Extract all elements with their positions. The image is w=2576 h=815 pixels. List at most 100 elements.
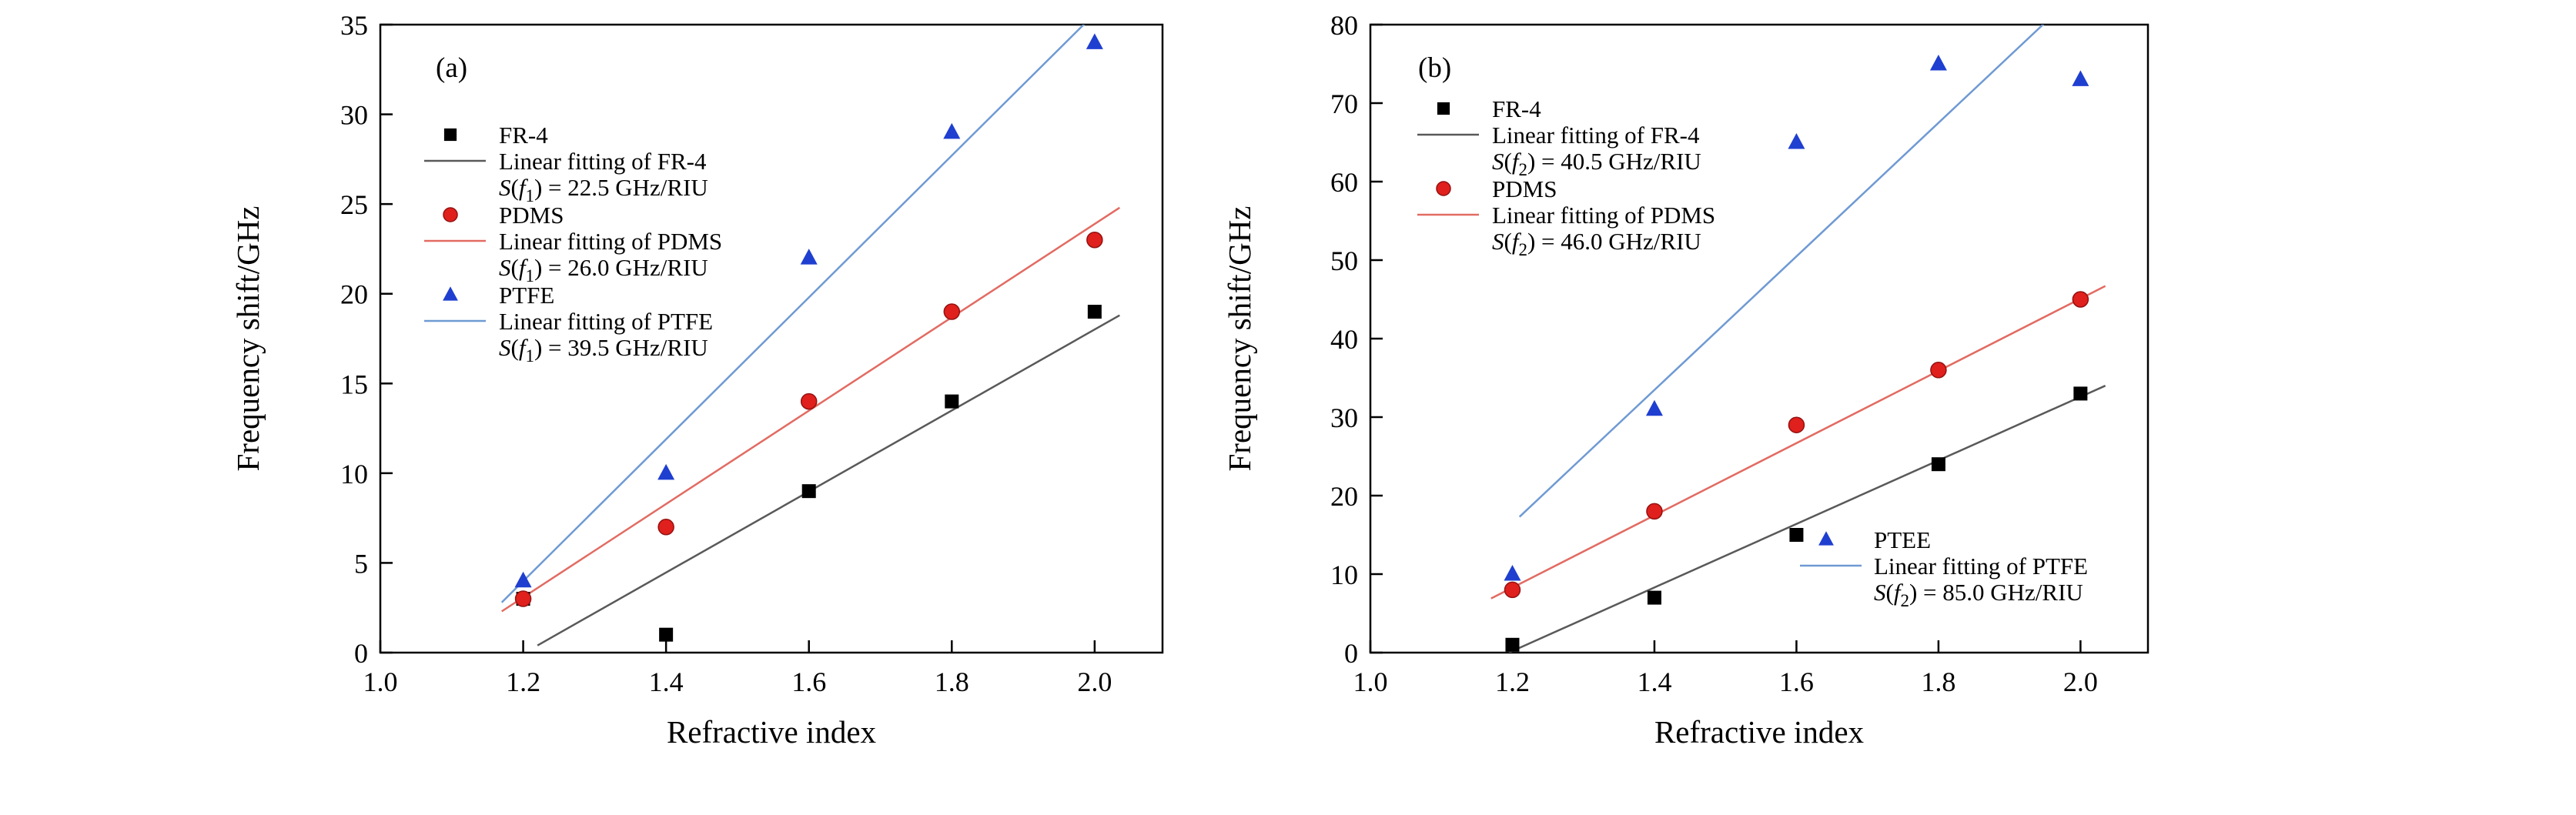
- ptfe-point: [1929, 55, 1947, 71]
- y-tick-label: 35: [340, 10, 368, 41]
- legend-series-name: FR-4: [1492, 95, 1541, 122]
- legend-fit-label: Linear fitting of PDMS: [499, 228, 722, 255]
- legend-fit-label: Linear fitting of FR-4: [1492, 122, 1700, 149]
- plot-frame: [379, 23, 1164, 654]
- chart-panel-b: 1.0 1.2 1.4 1.6 1.8 2.0 0 10 20 30 40 50 60 70 80 Refra…: [1222, 10, 2149, 750]
- ptfe-point: [514, 571, 532, 588]
- y-tick-label: 80: [1330, 10, 1358, 41]
- fit-line-pdms: [1490, 285, 2106, 600]
- pdms-point: [943, 303, 961, 320]
- fr-4-point: [1789, 528, 1804, 542]
- pdms-point: [1504, 581, 1521, 599]
- x-tick-label: 1.2: [1495, 666, 1530, 697]
- x-axis-title: Refractive index: [667, 714, 876, 750]
- pdms-point: [1086, 232, 1103, 249]
- x-tick-label: 1.4: [649, 666, 684, 697]
- pdms-point: [1930, 362, 1947, 379]
- fr-4-point: [1931, 457, 1945, 472]
- ptfe-point: [657, 463, 675, 480]
- y-tick-label: 20: [1330, 481, 1358, 512]
- y-tick-label: 30: [340, 100, 368, 131]
- fr-4-legend-marker: [1437, 102, 1450, 115]
- legend-sensitivity: S(f2) = 46.0 GHz/RIU: [1492, 228, 1701, 259]
- ptfe-point: [1504, 565, 1521, 581]
- panel-label: (b): [1418, 52, 1451, 84]
- pdms-point: [1646, 503, 1663, 520]
- legend-series-name: FR-4: [499, 122, 548, 149]
- legend-sensitivity: S(f2) = 85.0 GHz/RIU: [1874, 579, 2083, 610]
- fr-4-point: [801, 484, 816, 499]
- panel-label: (a): [436, 52, 467, 84]
- legend-series-name: PTEE: [1874, 526, 1931, 553]
- x-tick-label: 1.8: [1921, 666, 1955, 697]
- legend-fit-label: Linear fitting of PTFE: [499, 308, 713, 335]
- fr-4-point: [2073, 386, 2088, 401]
- fit-line-fr-4: [537, 314, 1120, 646]
- fit-line-ptfe: [500, 25, 1086, 603]
- ptfe-point: [1788, 133, 1805, 149]
- fr-4-point: [945, 394, 959, 409]
- x-tick-label: 1.2: [506, 666, 540, 697]
- legend-fit-label: Linear fitting of PTFE: [1874, 553, 2088, 580]
- fr-4-point: [1087, 305, 1102, 319]
- x-tick-label: 1.6: [791, 666, 826, 697]
- x-tick-label: 1.8: [935, 666, 969, 697]
- legend-sensitivity: S(f1) = 22.5 GHz/RIU: [499, 174, 708, 205]
- y-tick-label: 25: [340, 189, 368, 220]
- fr-4-point: [659, 627, 674, 642]
- legend-series-name: PDMS: [1492, 175, 1557, 202]
- legend-sensitivity: S(f2) = 40.5 GHz/RIU: [1492, 148, 1701, 179]
- fr-4-point: [1647, 590, 1661, 605]
- legend-series-name: PDMS: [499, 202, 564, 229]
- y-tick-label: 30: [1330, 402, 1358, 433]
- y-tick-label: 60: [1330, 167, 1358, 198]
- legend-sensitivity: S(f1) = 26.0 GHz/RIU: [499, 254, 708, 286]
- ptfe-legend-marker: [1818, 531, 1834, 546]
- y-tick-label: 40: [1330, 324, 1358, 355]
- pdms-point: [1788, 416, 1805, 433]
- x-tick-label: 1.0: [1353, 666, 1388, 697]
- pdms-legend-marker: [1436, 181, 1451, 196]
- fit-lines-group: [1490, 25, 2106, 653]
- pdms-point: [514, 590, 532, 607]
- pdms-point: [2072, 291, 2089, 308]
- y-axis-title: Frequency shift/GHz: [1222, 206, 1257, 472]
- y-tick-label: 0: [354, 638, 368, 669]
- x-tick-label: 1.0: [363, 666, 398, 697]
- fit-line-ptfe: [1518, 25, 2045, 518]
- y-axis-title: Frequency shift/GHz: [230, 206, 266, 472]
- y-tick-label: 50: [1330, 246, 1358, 276]
- legend-fit-label: Linear fitting of FR-4: [499, 148, 707, 175]
- ptfe-point: [2072, 70, 2089, 86]
- y-tick-label: 20: [340, 279, 368, 310]
- ptfe-point: [1645, 399, 1663, 416]
- ptfe-point: [1086, 33, 1103, 49]
- chart-panel-a: 1.0 1.2 1.4 1.6 1.8 2.0 0 5 10 15 20 25 30 35 Refracti…: [230, 10, 1164, 750]
- ptfe-point: [800, 249, 818, 265]
- y-tick-label: 70: [1330, 89, 1358, 119]
- fr-4-legend-marker: [443, 128, 457, 142]
- y-tick-label: 15: [340, 369, 368, 399]
- ptfe-legend-marker: [443, 286, 458, 301]
- legend-series-name: PTFE: [499, 282, 554, 309]
- y-tick-label: 10: [340, 459, 368, 489]
- y-tick-label: 10: [1330, 559, 1358, 590]
- x-axis-title: Refractive index: [1654, 714, 1864, 750]
- pdms-point: [800, 392, 818, 410]
- x-tick-label: 2.0: [1077, 666, 1112, 697]
- x-tick-label: 1.6: [1779, 666, 1814, 697]
- fr-4-point: [1505, 637, 1520, 652]
- pdms-legend-marker: [443, 207, 458, 222]
- x-tick-label: 2.0: [2063, 666, 2098, 697]
- x-tick-label: 1.4: [1637, 666, 1671, 697]
- ptfe-point: [943, 122, 961, 139]
- pdms-point: [657, 519, 674, 536]
- fit-line-fr-4: [1508, 385, 2106, 653]
